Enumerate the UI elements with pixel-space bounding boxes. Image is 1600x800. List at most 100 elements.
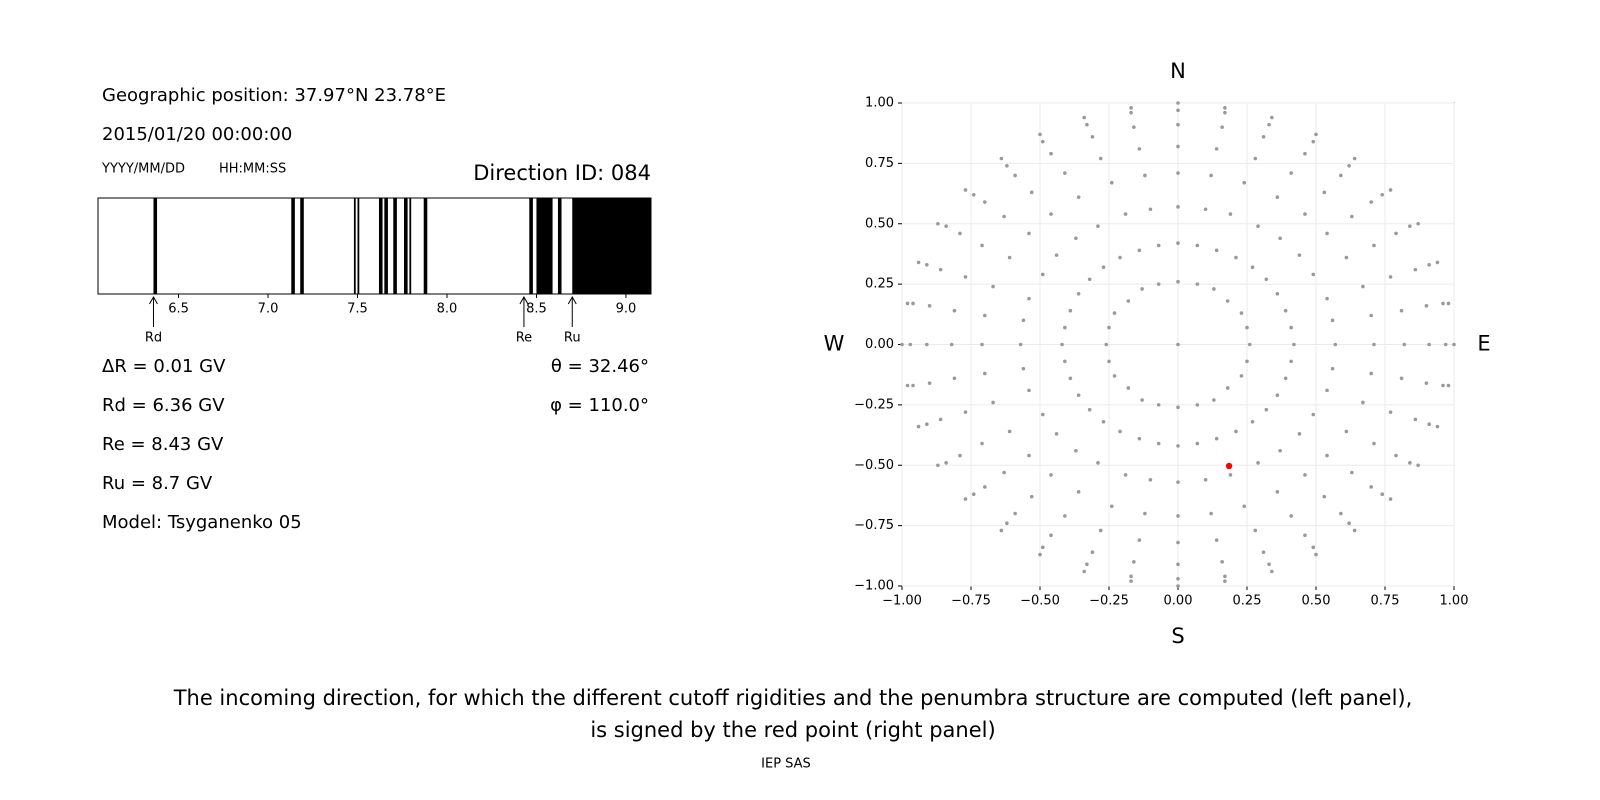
direction-point — [980, 243, 984, 248]
direction-point — [1076, 195, 1081, 199]
direction-point — [1250, 419, 1255, 424]
angle-line: φ = 110.0° — [550, 395, 649, 416]
y-tick-label: −0.50 — [854, 458, 894, 473]
direction-point — [1176, 171, 1180, 175]
footer: IEP SAS — [761, 757, 811, 772]
forbidden-band — [529, 198, 533, 294]
direction-point — [1143, 173, 1147, 178]
direction-point — [1123, 473, 1128, 477]
direction-point — [1018, 342, 1023, 347]
direction-point — [952, 376, 957, 381]
direction-point — [1372, 441, 1376, 446]
direction-point — [1013, 511, 1017, 516]
direction-point — [1140, 398, 1144, 402]
direction-point — [971, 492, 976, 497]
direction-point — [938, 267, 943, 272]
direction-point — [1085, 562, 1089, 567]
direction-point — [1261, 135, 1266, 139]
forbidden-band — [393, 198, 397, 294]
y-tick-label: 1.00 — [865, 96, 894, 111]
direction-point — [1344, 429, 1349, 434]
direction-point — [938, 417, 943, 422]
direction-point — [1082, 569, 1086, 574]
direction-point — [963, 410, 968, 414]
direction-point — [1435, 424, 1440, 429]
forbidden-band — [557, 198, 562, 294]
direction-point — [1195, 243, 1200, 248]
direction-point — [1129, 106, 1133, 110]
direction-point — [1264, 277, 1269, 282]
direction-point — [1040, 272, 1045, 277]
direction-point — [1369, 371, 1373, 376]
direction-point — [1275, 393, 1280, 398]
direction-point — [1040, 412, 1045, 417]
forbidden-band — [536, 198, 553, 294]
direction-point — [1344, 255, 1349, 260]
direction-point — [911, 301, 915, 306]
direction-point — [916, 260, 921, 265]
direction-point — [1148, 207, 1153, 212]
direction-point — [1096, 224, 1100, 228]
direction-point — [1424, 381, 1429, 385]
direction-point — [1129, 579, 1133, 583]
direction-point — [1380, 192, 1385, 197]
forbidden-band — [353, 198, 356, 294]
forbidden-band — [153, 198, 158, 294]
direction-point — [1250, 265, 1255, 270]
direction-point — [1267, 122, 1271, 127]
direction-point — [1176, 562, 1180, 567]
direction-point — [1068, 376, 1073, 381]
direction-point — [1220, 125, 1224, 129]
compass-e: E — [1477, 332, 1490, 356]
direction-point — [1283, 308, 1288, 313]
direction-point — [1220, 560, 1224, 564]
direction-point — [1256, 224, 1260, 228]
angle-line: θ = 32.46° — [551, 356, 649, 377]
direction-point — [927, 381, 932, 385]
direction-point — [1228, 473, 1233, 477]
direction-point — [1275, 490, 1280, 494]
direction-point — [1253, 156, 1258, 161]
date-format: YYYY/MM/DD — [101, 162, 185, 177]
direction-point — [1239, 374, 1244, 378]
direction-point — [1369, 200, 1373, 204]
direction-point — [1107, 359, 1111, 364]
direction-point — [1085, 122, 1089, 127]
cutoff-label: Re — [516, 331, 532, 346]
arrow-head — [567, 295, 577, 305]
direction-point — [983, 371, 987, 376]
arrow-head — [149, 295, 158, 305]
direction-point — [991, 284, 995, 289]
x-tick-label: 7.0 — [258, 302, 279, 317]
direction-point — [1195, 403, 1200, 407]
direction-point — [1027, 296, 1031, 301]
direction-point — [999, 528, 1004, 533]
y-tick-label: 0.25 — [865, 277, 894, 292]
direction-point — [1112, 374, 1117, 378]
x-tick-label: 9.0 — [616, 302, 637, 317]
direction-point — [1261, 550, 1266, 554]
x-tick-label: −1.00 — [882, 594, 922, 609]
cutoff-label: Ru — [564, 331, 581, 346]
direction-point — [1283, 376, 1288, 381]
x-tick-label: 8.0 — [437, 302, 458, 317]
direction-point — [1054, 253, 1059, 257]
direction-point — [1435, 260, 1440, 265]
direction-point — [1176, 241, 1180, 245]
compass-n: N — [1170, 59, 1186, 83]
direction-point — [1352, 156, 1357, 161]
direction-point — [980, 342, 984, 347]
direction-point — [991, 400, 995, 405]
direction-point — [1126, 386, 1131, 390]
direction-point — [1176, 122, 1180, 127]
direction-point — [1176, 576, 1180, 581]
forbidden-band — [357, 198, 360, 294]
direction-point — [1289, 359, 1293, 364]
selected-direction — [1225, 462, 1233, 470]
direction-point — [1027, 453, 1031, 458]
y-tick-label: −0.25 — [854, 397, 894, 412]
direction-point — [1156, 403, 1161, 407]
direction-point — [1413, 417, 1418, 422]
direction-point — [949, 342, 954, 347]
direction-point — [1021, 318, 1026, 323]
